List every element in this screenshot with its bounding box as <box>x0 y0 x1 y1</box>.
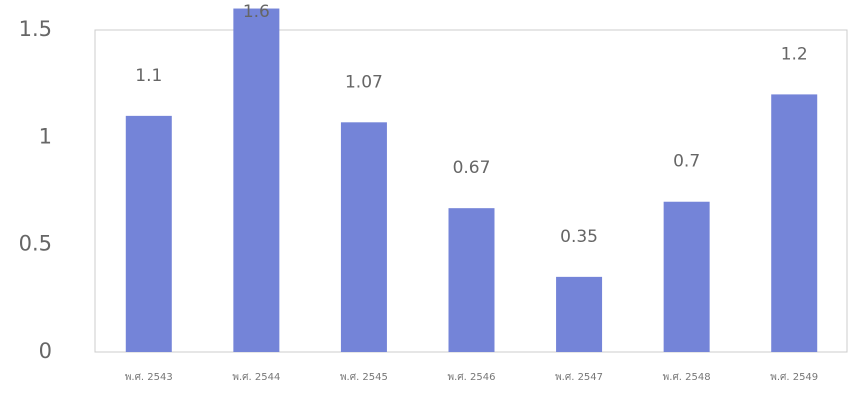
x-tick-label: พ.ศ. 2549 <box>770 372 818 383</box>
bar <box>556 276 603 352</box>
value-label: 0.67 <box>453 158 491 178</box>
x-tick-label: พ.ศ. 2545 <box>340 372 388 383</box>
x-tick-label: พ.ศ. 2547 <box>555 372 603 383</box>
value-label: 0.7 <box>673 152 700 172</box>
y-tick-label: 1.5 <box>19 17 52 41</box>
value-label: 1.1 <box>135 66 162 86</box>
bar <box>771 94 818 353</box>
x-tick-label: พ.ศ. 2546 <box>448 372 496 383</box>
value-label: 0.35 <box>560 227 598 247</box>
x-tick-label: พ.ศ. 2544 <box>232 372 280 383</box>
y-tick-label: 0 <box>39 339 52 363</box>
bar <box>448 208 495 352</box>
bar <box>125 115 172 352</box>
y-tick-label: 1 <box>39 124 52 148</box>
value-label: 1.07 <box>345 72 383 92</box>
value-label: 1.6 <box>243 2 270 22</box>
x-tick-label: พ.ศ. 2543 <box>125 372 173 383</box>
bar <box>233 8 280 353</box>
bar <box>663 201 710 352</box>
x-tick-label: พ.ศ. 2548 <box>663 372 711 383</box>
value-label: 1.2 <box>781 44 808 64</box>
y-tick-label: 0.5 <box>19 232 52 256</box>
bar <box>340 122 387 352</box>
